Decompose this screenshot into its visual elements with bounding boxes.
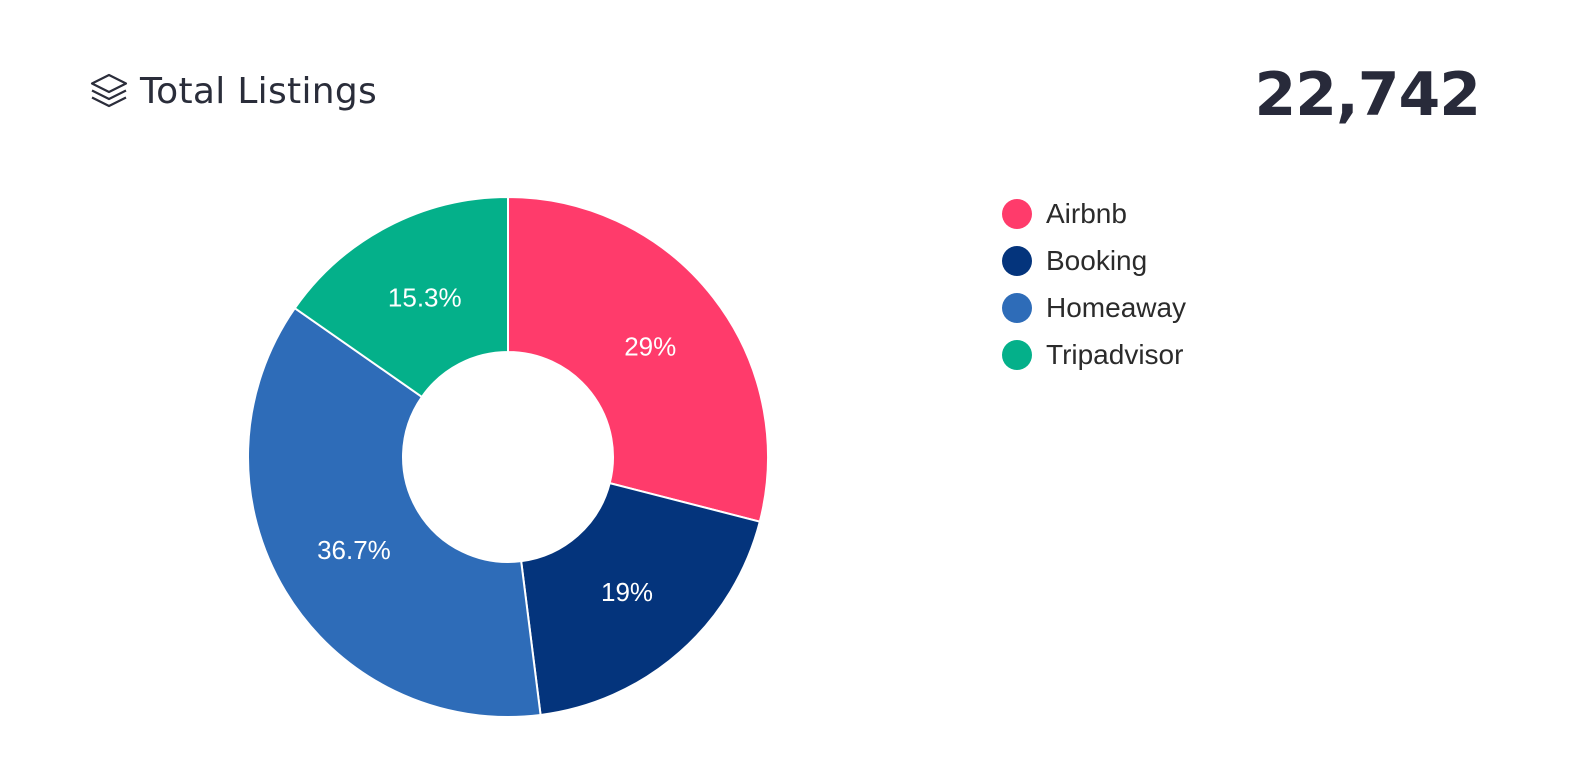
slice-label-booking: 19%	[601, 577, 653, 607]
legend-label: Tripadvisor	[1046, 338, 1184, 370]
slice-tripadvisor[interactable]	[293, 195, 509, 399]
legend-item-airbnb[interactable]: Airbnb	[1002, 190, 1186, 237]
legend-dot-icon	[1002, 198, 1032, 229]
slice-booking[interactable]	[520, 481, 762, 717]
total-listings-value: 22,742	[1254, 60, 1481, 130]
legend-label: Booking	[1046, 244, 1148, 276]
legend-item-homeaway[interactable]: Homeaway	[1002, 284, 1186, 331]
slice-label-airbnb: 29%	[624, 332, 676, 362]
legend-item-tripadvisor[interactable]: Tripadvisor	[1002, 331, 1186, 378]
legend-item-booking[interactable]: Booking	[1002, 237, 1186, 284]
card-title: Total Listings	[140, 70, 378, 112]
slice-homeaway[interactable]	[247, 306, 542, 718]
legend-dot-icon	[1002, 339, 1032, 370]
legend-label: Airbnb	[1046, 197, 1127, 229]
layers-icon	[88, 70, 130, 112]
legend-label: Homeaway	[1046, 291, 1187, 323]
slice-airbnb[interactable]	[507, 195, 769, 523]
legend-dot-icon	[1002, 292, 1032, 323]
card-header: Total Listings	[88, 70, 377, 112]
chart-legend: Airbnb Booking Homeaway Tripadvisor	[1002, 190, 1186, 378]
slice-label-tripadvisor: 15.3%	[388, 282, 462, 312]
slice-label-homeaway: 36.7%	[317, 535, 391, 565]
legend-dot-icon	[1002, 245, 1032, 276]
